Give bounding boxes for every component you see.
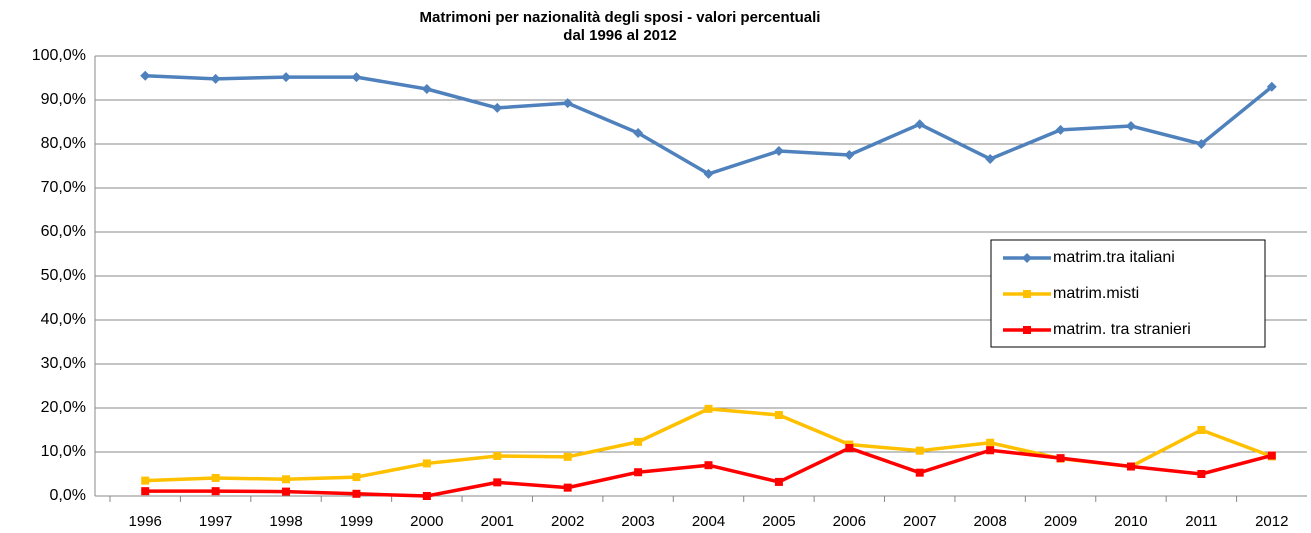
marker <box>493 478 502 487</box>
marker <box>1022 253 1032 263</box>
marker <box>703 168 714 179</box>
marker <box>1055 124 1066 135</box>
x-tick-label: 1996 <box>129 513 162 530</box>
marker <box>1023 326 1031 334</box>
marker <box>562 98 573 109</box>
legend-label: matrim.misti <box>1053 285 1139 302</box>
legend-label: matrim. tra stranieri <box>1053 321 1191 338</box>
x-tick-label: 2008 <box>973 513 1006 530</box>
marker <box>563 483 572 492</box>
series-line <box>145 446 1273 498</box>
marker <box>492 102 503 113</box>
x-tick-label: 2012 <box>1255 513 1288 530</box>
x-tick-label: 2011 <box>1185 513 1217 530</box>
marker <box>1197 426 1206 434</box>
marker <box>493 451 502 460</box>
marker <box>1197 470 1206 478</box>
marker <box>282 487 291 496</box>
marker <box>634 468 643 477</box>
marker <box>845 444 854 453</box>
marker <box>563 452 572 461</box>
marker <box>422 492 431 500</box>
marker <box>1056 454 1065 463</box>
legend-label: matrim.tra italiani <box>1053 249 1175 266</box>
y-tick-label: 40,0% <box>41 311 86 328</box>
y-tick-label: 70,0% <box>41 179 86 196</box>
marker <box>1266 81 1277 92</box>
x-tick-label: 2002 <box>551 513 584 530</box>
marker <box>704 404 713 413</box>
marker <box>1125 120 1136 131</box>
marker <box>140 70 151 81</box>
marker <box>914 119 925 130</box>
x-tick-label: 1999 <box>340 513 373 530</box>
x-tick-label: 2007 <box>903 513 936 530</box>
chart-subtitle: dal 1996 al 2012 <box>563 27 676 44</box>
x-tick-label: 2010 <box>1114 513 1147 530</box>
x-tick-label: 2005 <box>762 513 795 530</box>
marker <box>281 72 292 83</box>
series-line <box>145 74 1273 176</box>
y-tick-label: 0,0% <box>50 487 86 504</box>
marker <box>1023 290 1031 298</box>
marker <box>421 84 432 94</box>
marker <box>1196 139 1207 149</box>
marker <box>985 153 996 164</box>
marker <box>986 438 995 447</box>
marker <box>986 446 995 455</box>
x-tick-label: 2004 <box>692 513 725 530</box>
marker <box>844 150 855 160</box>
marker <box>352 489 361 498</box>
marker <box>704 461 713 470</box>
y-tick-label: 80,0% <box>41 135 86 152</box>
series-line <box>145 407 1273 483</box>
marker <box>282 475 291 484</box>
marker <box>773 146 784 157</box>
x-tick-label: 1997 <box>199 513 232 530</box>
marker <box>352 473 361 482</box>
marker <box>351 72 362 83</box>
y-tick-label: 30,0% <box>41 355 86 372</box>
marker <box>210 73 221 84</box>
marker <box>915 446 924 455</box>
marker <box>633 128 644 138</box>
x-tick-label: 2006 <box>833 513 866 530</box>
marker <box>211 473 220 482</box>
y-tick-label: 10,0% <box>41 443 86 460</box>
y-tick-label: 100,0% <box>32 47 86 64</box>
marker <box>211 487 220 496</box>
x-tick-label: 2000 <box>410 513 443 530</box>
marker <box>422 459 431 468</box>
marker <box>141 476 150 485</box>
marker <box>774 411 783 420</box>
chart-title: Matrimoni per nazionalità degli sposi - … <box>420 9 821 26</box>
x-tick-label: 2001 <box>481 513 514 530</box>
x-tick-label: 2003 <box>621 513 654 530</box>
y-tick-label: 60,0% <box>41 223 86 240</box>
marker <box>1126 462 1135 471</box>
marker <box>141 487 150 496</box>
y-tick-label: 90,0% <box>41 91 86 108</box>
x-tick-label: 1998 <box>269 513 302 530</box>
marker <box>634 437 643 446</box>
marker <box>1267 451 1276 460</box>
marker <box>915 468 924 477</box>
y-tick-label: 20,0% <box>41 399 86 416</box>
x-tick-label: 2009 <box>1044 513 1077 530</box>
marker <box>774 477 783 486</box>
y-tick-label: 50,0% <box>41 267 86 284</box>
